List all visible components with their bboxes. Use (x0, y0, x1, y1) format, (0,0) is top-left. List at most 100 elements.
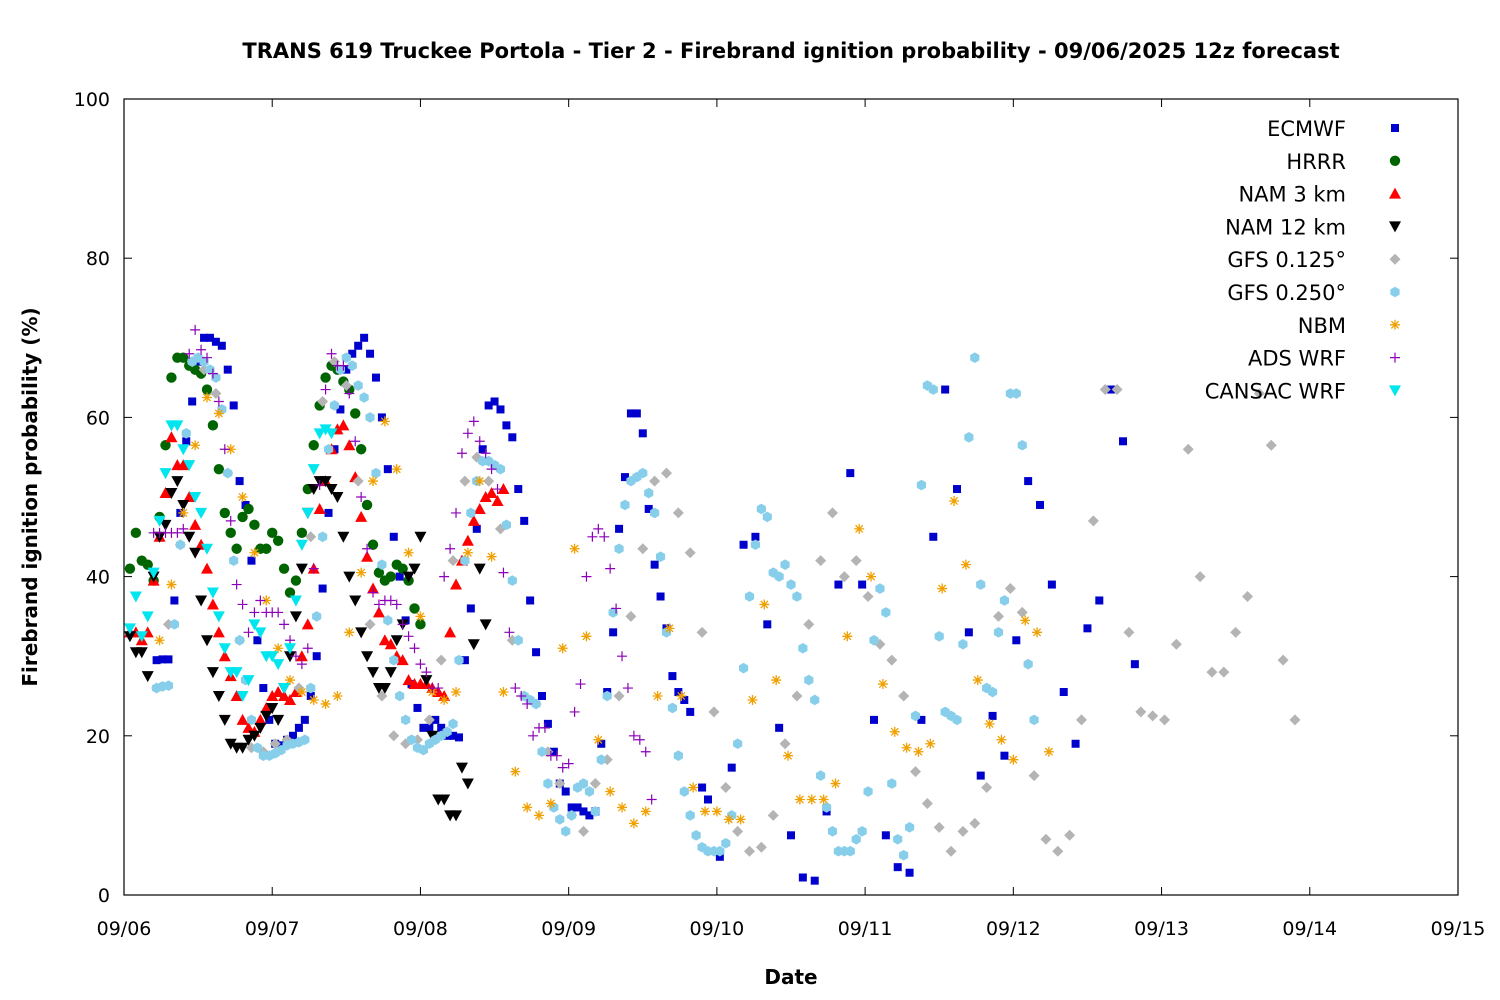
data-point (904, 822, 915, 833)
data-point (163, 680, 174, 691)
data-point (987, 686, 998, 698)
data-point (534, 810, 545, 821)
data-point (326, 348, 337, 359)
data-point (485, 487, 498, 499)
data-point (451, 507, 462, 518)
data-point (439, 694, 450, 705)
data-point (306, 682, 316, 694)
data-point (691, 830, 701, 841)
data-point (196, 344, 207, 355)
data-point (459, 475, 471, 487)
data-point (248, 619, 261, 631)
data-point (993, 610, 1005, 622)
data-point (539, 722, 550, 733)
data-point (325, 428, 338, 440)
data-point (296, 659, 307, 670)
data-point (135, 647, 148, 659)
data-point (467, 639, 480, 651)
data-point (679, 786, 689, 797)
data-point (491, 494, 504, 506)
data-point (862, 591, 874, 602)
data-point (474, 476, 485, 487)
data-point (352, 475, 364, 487)
data-point (557, 643, 568, 654)
legend-marker (1389, 253, 1401, 265)
data-point (183, 460, 196, 472)
data-point (609, 628, 618, 637)
data-point (551, 750, 562, 761)
data-point (818, 794, 829, 805)
data-point (178, 352, 189, 363)
data-point (696, 626, 708, 638)
data-point (780, 559, 790, 570)
legend-label: ECMWF (1267, 117, 1346, 141)
data-point (1123, 626, 1135, 638)
data-point (248, 730, 261, 742)
data-point (184, 348, 195, 359)
data-point (350, 408, 361, 419)
data-point (573, 803, 582, 812)
data-point (502, 421, 511, 430)
x-tick-label: 09/10 (690, 918, 745, 940)
legend-marker (1390, 319, 1400, 330)
data-point (152, 656, 161, 665)
data-point (289, 611, 302, 623)
data-point (727, 763, 736, 772)
data-point (614, 543, 624, 555)
data-point (1059, 688, 1068, 697)
data-point (638, 467, 648, 479)
data-point (589, 778, 601, 790)
data-point (456, 448, 467, 459)
y-tick-label: 40 (86, 567, 110, 589)
data-point (857, 826, 867, 837)
data-point (368, 587, 379, 598)
data-point (735, 814, 746, 825)
data-point (1159, 714, 1171, 726)
data-point (1004, 583, 1016, 595)
data-point (1095, 596, 1104, 605)
data-point (520, 516, 529, 525)
data-point (821, 802, 832, 813)
data-point (344, 388, 355, 399)
legend-marker (1389, 385, 1401, 397)
data-point (341, 352, 351, 363)
data-point (561, 826, 571, 837)
data-point (851, 833, 861, 845)
data-point (767, 809, 779, 821)
data-point (338, 360, 349, 371)
data-point (305, 531, 317, 543)
data-point (160, 440, 171, 451)
data-point (254, 722, 267, 734)
data-point (1253, 388, 1265, 400)
data-point (889, 726, 900, 737)
data-point (142, 559, 153, 570)
data-point (255, 595, 266, 606)
data-point (1011, 388, 1021, 399)
data-point (344, 627, 355, 638)
legend-label: NBM (1298, 314, 1346, 338)
data-point (260, 701, 273, 713)
data-point (320, 698, 331, 709)
data-point (367, 667, 380, 679)
data-point (154, 635, 165, 646)
x-tick-label: 09/12 (986, 918, 1041, 940)
data-point (397, 563, 408, 574)
data-point (242, 734, 255, 746)
data-point (355, 627, 368, 639)
data-point (957, 825, 969, 837)
data-point (1147, 710, 1159, 722)
data-point (319, 476, 332, 488)
data-point (605, 786, 616, 797)
data-point (219, 507, 230, 519)
data-point (743, 845, 755, 857)
data-point (537, 692, 546, 700)
data-point (300, 734, 310, 746)
data-point (563, 758, 574, 769)
data-point (508, 433, 517, 442)
data-point (1017, 439, 1027, 451)
data-point (371, 467, 381, 479)
data-point (1064, 829, 1076, 841)
data-point (875, 583, 885, 594)
